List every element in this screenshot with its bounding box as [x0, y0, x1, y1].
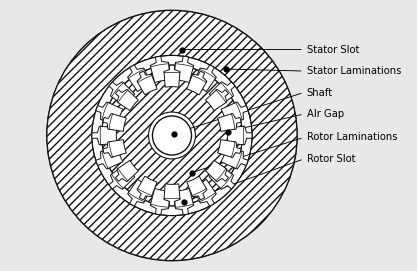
Polygon shape	[137, 176, 157, 200]
Polygon shape	[206, 160, 229, 182]
Polygon shape	[227, 126, 252, 145]
Text: Shaft: Shaft	[307, 88, 333, 98]
Polygon shape	[150, 56, 170, 83]
Circle shape	[47, 11, 297, 260]
Polygon shape	[174, 188, 194, 215]
Polygon shape	[137, 71, 157, 95]
Polygon shape	[187, 71, 207, 95]
Text: Stator Laminations: Stator Laminations	[307, 66, 401, 76]
Polygon shape	[109, 165, 135, 189]
Polygon shape	[128, 65, 151, 92]
Polygon shape	[209, 82, 235, 106]
Polygon shape	[206, 89, 229, 111]
Polygon shape	[96, 102, 123, 124]
Polygon shape	[109, 82, 135, 106]
Polygon shape	[164, 184, 180, 206]
Polygon shape	[209, 165, 235, 189]
Polygon shape	[128, 179, 151, 206]
Polygon shape	[116, 89, 138, 111]
Text: Rotor Laminations: Rotor Laminations	[307, 133, 397, 143]
Polygon shape	[96, 147, 123, 169]
Polygon shape	[218, 140, 241, 157]
Polygon shape	[221, 147, 248, 169]
Circle shape	[153, 116, 191, 155]
Polygon shape	[218, 114, 241, 131]
Polygon shape	[193, 65, 216, 92]
Polygon shape	[193, 179, 216, 206]
Polygon shape	[174, 56, 194, 83]
Text: Alr Gap: Alr Gap	[307, 109, 344, 119]
Polygon shape	[103, 140, 126, 157]
Polygon shape	[187, 176, 207, 200]
Polygon shape	[150, 188, 170, 215]
Polygon shape	[116, 160, 138, 182]
Polygon shape	[221, 102, 248, 124]
Polygon shape	[92, 126, 117, 145]
Text: Rotor Slot: Rotor Slot	[307, 154, 355, 164]
Text: Stator Slot: Stator Slot	[307, 44, 359, 54]
Polygon shape	[103, 114, 126, 131]
Polygon shape	[164, 65, 180, 87]
